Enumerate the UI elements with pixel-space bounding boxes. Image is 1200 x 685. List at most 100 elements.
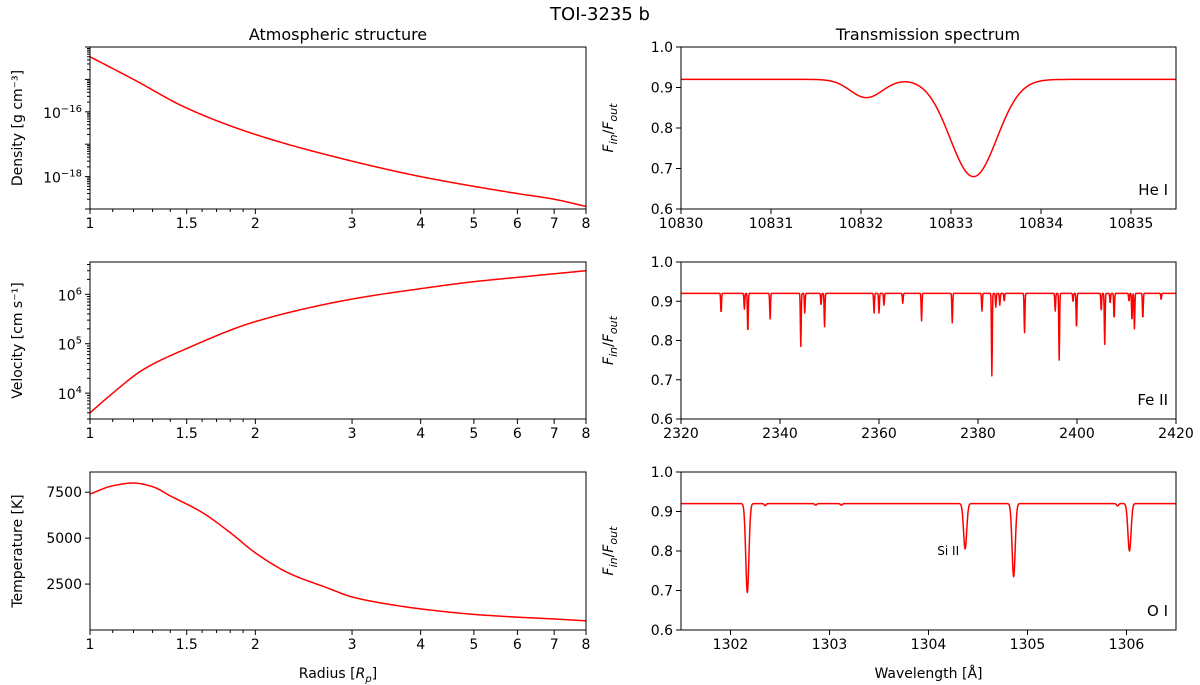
he-spectrum-species-label: He I [1138,181,1168,199]
fe-spectrum-ytick-label: 0.8 [651,334,673,350]
o-spectrum-annotation: Si II [937,544,959,558]
he-spectrum-axes-frame [680,46,1177,210]
velocity-xtick-label: 6 [513,426,522,442]
temperature-xtick-label: 2 [251,637,260,653]
temperature-xtick-label: 1.5 [176,637,198,653]
o-spectrum-ytick-label: 0.7 [651,584,673,600]
fe-spectrum-xtick-label: 2360 [861,426,897,442]
velocity-xtick-label: 8 [582,426,591,442]
figure-title: TOI-3235 b [549,4,650,25]
density-xtick-label: 5 [469,216,478,232]
velocity-axes-frame [89,261,587,420]
temperature-ytick-label: 5000 [46,531,82,547]
density-ytick-label: 10−18 [43,169,82,187]
velocity-xtick-label: 3 [348,426,357,442]
fe-spectrum-ylabel: Fin/Fout [601,315,620,365]
o-spectrum-xlabel: Wavelength [Å] [874,665,982,682]
he-spectrum-ylabel: Fin/Fout [601,103,620,153]
velocity-xtick-label: 1.5 [176,426,198,442]
temperature-panel: 1 1.5 2 3 4 5 6 7 8 2500 5000 7500 Temperature [K] Ra… [10,471,591,685]
fe-spectrum-ytick-label: 0.9 [651,294,673,310]
density-xtick-label: 1.5 [176,216,198,232]
velocity-panel: 1 1.5 2 3 4 5 6 7 8 104 105 106 Velocity [cm s⁻¹] [10,261,591,442]
o-spectrum-ytick-label: 0.9 [651,505,673,521]
density-xtick-label: 8 [582,216,591,232]
he-spectrum-ytick-label: 0.7 [651,162,673,178]
o-spectrum-species-label: O I [1147,602,1168,620]
temperature-xtick-label: 6 [513,637,522,653]
he-spectrum-ytick-label: 0.6 [651,202,673,218]
fe-spectrum-series-line [681,292,1176,377]
density-ylabel: Density [g cm⁻³] [10,70,26,186]
o-spectrum-ytick-label: 0.8 [651,544,673,560]
temperature-ytick-label: 2500 [46,577,82,593]
he-spectrum-ytick-label: 0.8 [651,121,673,137]
he-spectrum-xtick-label: 10830 [659,216,704,232]
velocity-xtick-label: 1 [86,426,95,442]
density-xtick-label: 1 [86,216,95,232]
fe-spectrum-xtick-label: 2380 [960,426,996,442]
velocity-ytick-label: 106 [58,286,82,304]
o-spectrum-xtick-label: 1305 [1010,637,1046,653]
fe-spectrum-xtick-label: 2420 [1158,426,1194,442]
temperature-xtick-label: 3 [348,637,357,653]
fe-spectrum-xtick-label: 2400 [1059,426,1095,442]
o-spectrum-ytick-label: 0.6 [651,623,673,639]
temperature-ylabel: Temperature [K] [10,494,26,608]
o-spectrum-panel: 1302 1303 1304 1305 1306 0.6 0.7 0.8 0.9 1.0 Fin/F… [601,465,1177,682]
temperature-xlabel: Radius [Rp] [299,666,377,685]
fe-spectrum-ytick-label: 1.0 [651,255,673,271]
fe-spectrum-axes-frame [680,261,1177,420]
fe-spectrum-ytick-label: 0.6 [651,412,673,428]
fe-spectrum-species-label: Fe II [1137,391,1168,409]
density-panel: 1 1.5 2 3 4 5 6 7 8 10−16 10−18 Density [g cm⁻³] [10,46,591,232]
temperature-xtick-label: 1 [86,637,95,653]
o-spectrum-xtick-label: 1304 [911,637,947,653]
he-spectrum-panel: 10830 10831 10832 10833 10834 10835 0.6 0.7 0.8 0… [601,40,1177,232]
he-spectrum-series-line [681,78,1176,178]
velocity-xtick-label: 5 [469,426,478,442]
temperature-axes-frame [89,471,587,631]
fe-spectrum-panel: 2320 2340 2360 2380 2400 2420 0.6 0.7 0.8 0.9 1.0 F… [601,255,1194,442]
density-series-line [90,56,586,208]
density-xtick-label: 2 [251,216,260,232]
density-xtick-label: 3 [348,216,357,232]
he-spectrum-xtick-label: 10833 [929,216,974,232]
density-xtick-label: 6 [513,216,522,232]
fe-spectrum-xtick-label: 2340 [762,426,798,442]
velocity-xtick-label: 4 [416,426,425,442]
he-spectrum-xtick-label: 10832 [839,216,884,232]
temperature-xtick-label: 7 [550,637,559,653]
temperature-ytick-label: 7500 [46,485,82,501]
velocity-xtick-label: 7 [550,426,559,442]
o-spectrum-xtick-label: 1302 [713,637,749,653]
he-spectrum-xtick-label: 10834 [1019,216,1064,232]
fe-spectrum-xtick-label: 2320 [663,426,699,442]
fe-spectrum-ytick-label: 0.7 [651,373,673,389]
o-spectrum-axes-frame [680,471,1177,631]
right-column-title: Transmission spectrum [835,25,1020,44]
he-spectrum-xtick-label: 10831 [749,216,794,232]
temperature-xtick-label: 8 [582,637,591,653]
density-xtick-label: 4 [416,216,425,232]
o-spectrum-ytick-label: 1.0 [651,465,673,481]
left-column-title: Atmospheric structure [249,25,427,44]
density-axes-frame [89,46,587,210]
velocity-ylabel: Velocity [cm s⁻¹] [10,282,26,398]
velocity-series-line [90,269,586,414]
density-xtick-label: 7 [550,216,559,232]
he-spectrum-xtick-label: 10835 [1109,216,1154,232]
o-spectrum-series-line [681,502,1176,594]
velocity-xtick-label: 2 [251,426,260,442]
he-spectrum-ytick-label: 0.9 [651,81,673,97]
density-ytick-label: 10−16 [43,104,82,122]
o-spectrum-xtick-label: 1306 [1109,637,1145,653]
velocity-ytick-label: 104 [58,385,82,403]
temperature-series-line [90,482,586,622]
velocity-ytick-label: 105 [58,336,82,354]
temperature-xtick-label: 4 [416,637,425,653]
he-spectrum-ytick-label: 1.0 [651,40,673,56]
o-spectrum-ylabel: Fin/Fout [601,526,620,576]
temperature-xtick-label: 5 [469,637,478,653]
